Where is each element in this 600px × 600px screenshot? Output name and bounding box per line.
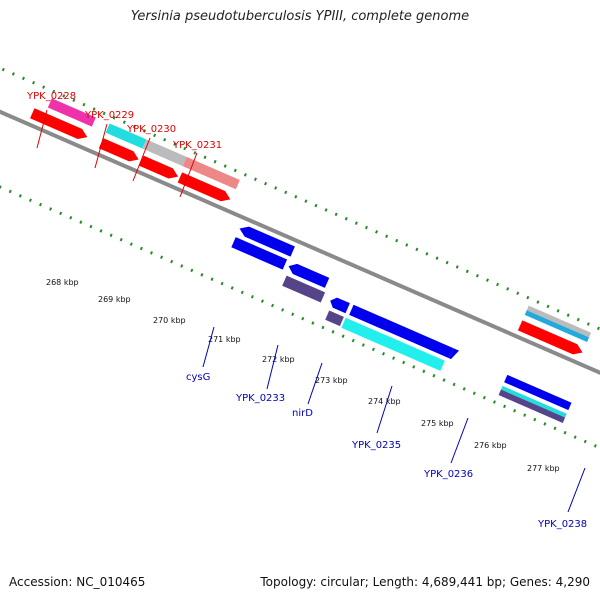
gene-arrow-fwd-0231 <box>177 172 231 202</box>
gene-arrow-fwd-0230 <box>139 155 179 179</box>
tick-label-273: 273 kbp <box>315 376 348 385</box>
leader-line-0236 <box>450 417 469 464</box>
reverse-gene-labels: cysG YPK_0233 nirD YPK_0235 YPK_0236 YPK… <box>186 326 587 530</box>
map-title: Yersinia pseudotuberculosis YPIII, compl… <box>130 9 470 24</box>
accession-text: Accession: NC_010465 <box>9 575 146 589</box>
genome-backbone <box>0 82 600 437</box>
map-track-group <box>0 45 600 500</box>
tick-label-269: 269 kbp <box>98 295 131 304</box>
outer-tick-ring <box>0 45 600 400</box>
gene-arrow-fwd-right <box>517 320 583 355</box>
gene-box-cyan-0235 <box>341 317 445 371</box>
gene-label-ypk-0231[interactable]: YPK_0231 <box>172 140 222 151</box>
gene-label-ypk-0229[interactable]: YPK_0229 <box>84 110 134 121</box>
leader-line-nirD <box>307 362 323 405</box>
gene-label-ypk-0230[interactable]: YPK_0230 <box>126 124 176 135</box>
genome-summary-text: Topology: circular; Length: 4,689,441 bp… <box>260 575 590 589</box>
leader-line-0235 <box>376 385 393 434</box>
gene-arrow-fwd-0229 <box>98 138 139 162</box>
gene-arrow-rev-2 <box>288 263 330 288</box>
gene-box-purple-right <box>498 389 566 423</box>
tick-label-275: 275 kbp <box>421 419 454 428</box>
leader-line-0233 <box>266 344 279 390</box>
gene-label-cysg[interactable]: cysG <box>186 372 210 383</box>
tick-label-274: 274 kbp <box>368 397 401 406</box>
gene-box-purple-nirD <box>325 310 344 327</box>
inner-tick-ring <box>0 145 600 500</box>
leader-line-cysG <box>202 326 215 368</box>
feature-cyan-0229 <box>105 123 147 149</box>
gene-arrow-rev-cysG <box>231 237 288 270</box>
feature-gray-0230 <box>142 139 187 167</box>
gene-label-ypk-0233[interactable]: YPK_0233 <box>235 393 285 404</box>
tick-label-276: 276 kbp <box>474 441 507 450</box>
gene-label-ypk-0235[interactable]: YPK_0235 <box>351 440 401 451</box>
feature-gray-right <box>526 305 592 338</box>
leader-line-0228 <box>36 109 48 149</box>
gene-box-cyan-right <box>500 385 567 418</box>
gene-arrow-fwd-1 <box>30 108 88 140</box>
gene-arrow-rev-tip <box>449 348 460 360</box>
leader-line-0229 <box>94 123 108 169</box>
feature-cyan-right <box>524 310 590 342</box>
leader-line-0230 <box>132 137 151 182</box>
gene-arrow-rev-main <box>349 304 454 359</box>
tick-label-268: 268 kbp <box>46 278 79 287</box>
gene-label-ypk-0228[interactable]: YPK_0228 <box>26 91 76 102</box>
feature-salmon-0231 <box>182 156 240 190</box>
gene-label-nird[interactable]: nirD <box>292 408 313 419</box>
gene-label-ypk-0236[interactable]: YPK_0236 <box>423 469 473 480</box>
gene-box-purple-0233 <box>282 275 326 303</box>
leader-line-0231 <box>179 152 198 198</box>
tick-label-270: 270 kbp <box>153 316 186 325</box>
tick-label-271: 271 kbp <box>208 335 241 344</box>
gene-box-blue-right <box>504 374 572 411</box>
tick-label-277: 277 kbp <box>527 464 560 473</box>
feature-magenta <box>47 98 96 127</box>
gene-label-ypk-0238[interactable]: YPK_0238 <box>537 519 587 530</box>
leader-line-0238 <box>567 467 586 513</box>
gene-arrow-rev-1 <box>239 226 295 257</box>
tick-label-272: 272 kbp <box>262 355 295 364</box>
scale-labels: 268 kbp 269 kbp 270 kbp 271 kbp 272 kbp … <box>46 278 560 473</box>
gene-arrow-rev-nirD <box>330 297 350 314</box>
forward-gene-labels: YPK_0228 YPK_0229 YPK_0230 YPK_0231 <box>26 91 222 198</box>
